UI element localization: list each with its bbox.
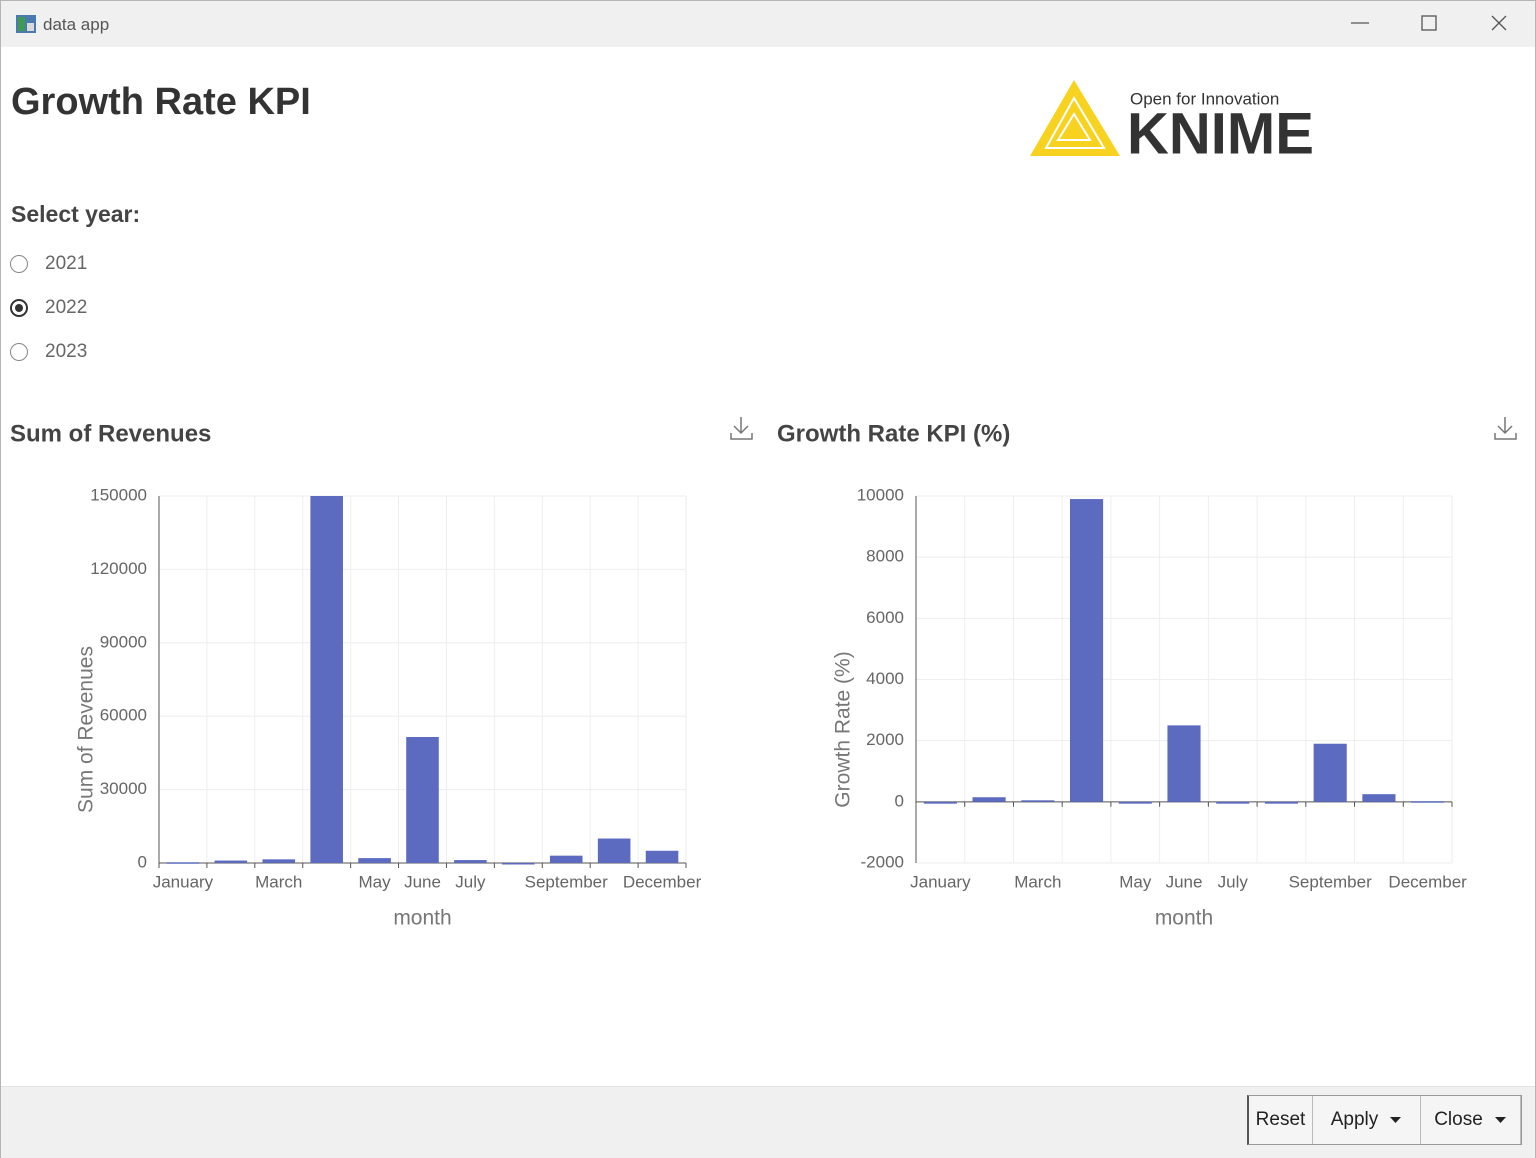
x-tick-label: September (525, 872, 608, 891)
bar (310, 496, 343, 863)
bar (1411, 801, 1445, 803)
button[interactable]: Close (1421, 1096, 1521, 1144)
y-tick-label: 4000 (866, 669, 904, 688)
close-window[interactable] (1491, 15, 1507, 31)
x-tick-label: July (1218, 872, 1249, 891)
bar (972, 797, 1006, 802)
button[interactable]: Apply (1313, 1096, 1421, 1144)
window-controls (1351, 15, 1507, 31)
bar (454, 860, 487, 863)
x-tick-label: January (153, 872, 214, 891)
bar (1264, 801, 1299, 804)
chart-panel: Growth Rate KPI (%) -2000 0 2000 4000 6000 800… (777, 417, 1517, 930)
year-radio[interactable]: 2021 (10, 252, 87, 276)
selector-label: Select year: (11, 201, 141, 227)
dropdown-arrow (1494, 1117, 1506, 1123)
radio-circle (10, 343, 28, 361)
button-label: Apply (1330, 1109, 1379, 1130)
bar (597, 838, 631, 863)
y-tick-label: 6000 (866, 608, 904, 627)
title-bar: data app (1, 1, 1535, 47)
bar (502, 863, 535, 865)
x-tick-label: June (404, 872, 441, 891)
y-tick-label: 0 (138, 852, 147, 871)
x-axis-title: month (1155, 907, 1213, 930)
bar (1167, 725, 1201, 802)
footer: Reset Apply Close (1, 1086, 1535, 1158)
button[interactable]: Reset (1249, 1096, 1313, 1144)
x-tick-label: June (1166, 872, 1203, 891)
year-radio[interactable]: 2022 (10, 296, 87, 320)
bar (1216, 801, 1250, 804)
bar (549, 855, 583, 863)
bar (406, 736, 439, 863)
x-tick-label: March (1014, 872, 1061, 891)
window-title: data app (43, 15, 110, 34)
y-tick-label: 10000 (857, 485, 904, 504)
bar (923, 801, 957, 804)
download-icon[interactable] (730, 417, 753, 440)
x-tick-label: December (1388, 872, 1467, 891)
y-tick-label: 120000 (90, 559, 147, 578)
x-tick-label: December (623, 872, 702, 891)
radio-label: 2021 (45, 253, 88, 274)
radio-label: 2022 (45, 297, 88, 318)
x-tick-label: May (1119, 872, 1152, 891)
chart-panel: Sum of Revenues 0 30000 60000 90000 120000 150… (10, 417, 753, 930)
bar (262, 859, 296, 863)
bar (645, 850, 679, 863)
logo-tagline: Open for Innovation (1130, 89, 1279, 108)
button-group: Reset Apply Close (1247, 1095, 1522, 1145)
logo-name: KNIME (1127, 101, 1314, 166)
chart-title: Growth Rate KPI (%) (777, 420, 1010, 447)
y-tick-label: 0 (895, 791, 904, 810)
button-label: Reset (1255, 1109, 1306, 1130)
y-axis-title: Growth Rate (%) (832, 651, 855, 807)
y-tick-label: -2000 (861, 852, 904, 871)
maximize[interactable] (1421, 15, 1437, 31)
x-tick-label: March (255, 872, 302, 891)
arrow (1494, 1117, 1506, 1123)
y-axis-title: Sum of Revenues (75, 646, 98, 813)
y-tick-label: 90000 (100, 632, 147, 651)
x-tick-label: September (1289, 872, 1372, 891)
bar (214, 860, 248, 863)
app-icon (16, 15, 36, 33)
bar (1069, 499, 1104, 802)
y-tick-label: 8000 (866, 547, 904, 566)
chart-title: Sum of Revenues (10, 420, 211, 447)
bar (1362, 794, 1396, 802)
arrow (1390, 1117, 1402, 1123)
bar (1021, 800, 1055, 802)
download-icon[interactable] (1494, 417, 1517, 440)
logo: Open for Innovation KNIME (1030, 80, 1314, 166)
x-tick-label: January (910, 872, 971, 891)
radio-label: 2023 (45, 341, 88, 362)
dropdown-arrow (1390, 1117, 1402, 1123)
page-title: Growth Rate KPI (11, 81, 311, 123)
x-axis-title: month (393, 907, 451, 930)
bar (166, 862, 200, 864)
button-label: Close (1434, 1109, 1483, 1130)
y-tick-label: 30000 (100, 779, 147, 798)
x-tick-label: May (359, 872, 392, 891)
radio-circle (10, 255, 28, 273)
bar (1313, 743, 1347, 802)
y-tick-label: 150000 (90, 485, 147, 504)
bar (358, 858, 391, 863)
radio-circle (10, 299, 28, 317)
y-tick-label: 2000 (866, 730, 904, 749)
x-tick-label: July (455, 872, 486, 891)
year-radio[interactable]: 2023 (10, 340, 87, 364)
bar (1118, 801, 1152, 804)
y-tick-label: 60000 (100, 706, 147, 725)
